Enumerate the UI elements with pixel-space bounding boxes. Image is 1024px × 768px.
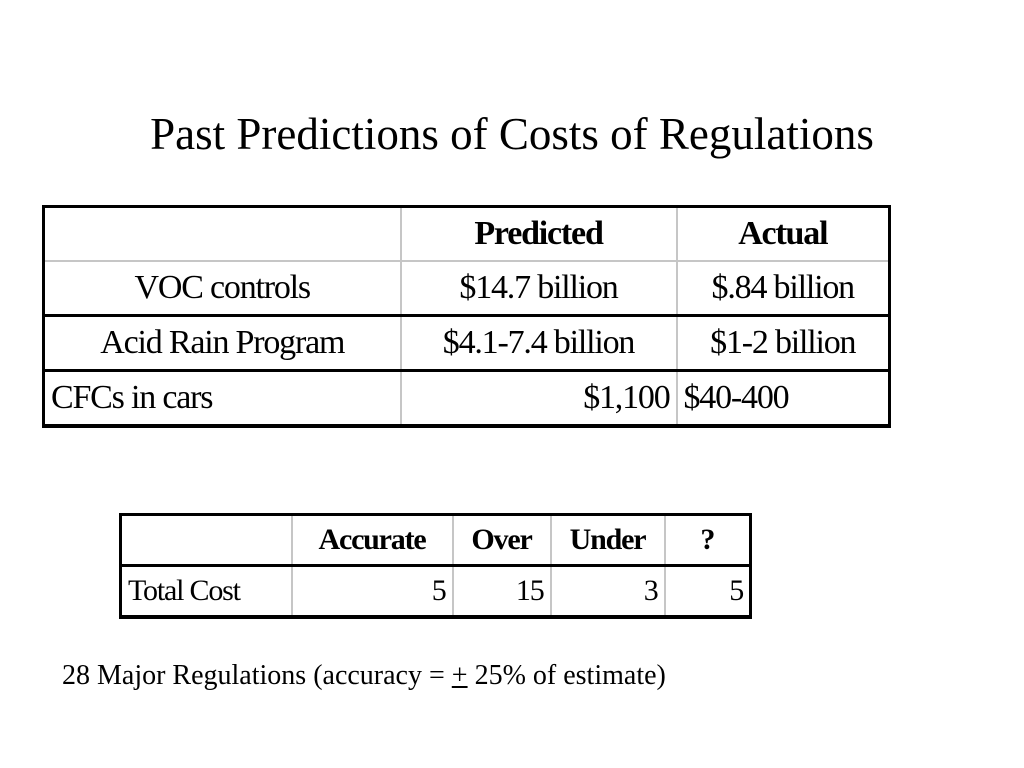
footnote: 28 Major Regulations (accuracy = + 25% o… — [62, 656, 666, 696]
table-row: Total Cost 5 15 3 5 — [119, 564, 752, 619]
header-actual: Actual — [675, 205, 891, 262]
predicted-value: $1,100 — [399, 369, 678, 428]
header-accurate: Accurate — [290, 513, 454, 567]
table-row: VOC controls $14.7 billion $.84 billion — [42, 260, 891, 317]
predicted-value: $14.7 billion — [399, 260, 678, 317]
accurate-count: 5 — [290, 564, 454, 619]
table-header-row: Predicted Actual — [42, 205, 891, 262]
unknown-count: 5 — [663, 564, 752, 619]
table-row: Acid Rain Program $4.1-7.4 billion $1-2 … — [42, 314, 891, 372]
row-label: CFCs in cars — [42, 369, 402, 428]
actual-value: $1-2 billion — [675, 314, 891, 372]
header-cell-empty — [42, 205, 402, 262]
actual-value: $40-400 — [675, 369, 891, 428]
footnote-text-end: 25% of estimate) — [467, 660, 666, 691]
predicted-value: $4.1-7.4 billion — [399, 314, 678, 372]
header-unknown: ? — [663, 513, 752, 567]
table-row: CFCs in cars $1,100 $40-400 — [42, 369, 891, 428]
plus-minus-symbol: + — [451, 660, 468, 691]
row-label: Acid Rain Program — [42, 314, 402, 372]
cost-predictions-table: Predicted Actual VOC controls $14.7 bill… — [42, 205, 891, 428]
row-label: VOC controls — [42, 260, 402, 317]
slide-title: Past Predictions of Costs of Regulations — [150, 109, 874, 159]
under-count: 3 — [549, 564, 666, 619]
header-under: Under — [549, 513, 666, 567]
header-predicted: Predicted — [399, 205, 678, 262]
header-cell-empty — [119, 513, 293, 567]
header-over: Over — [451, 513, 552, 567]
row-label: Total Cost — [119, 564, 293, 619]
accuracy-table: Accurate Over Under ? Total Cost 5 15 3 … — [119, 513, 752, 619]
over-count: 15 — [451, 564, 552, 619]
table-header-row: Accurate Over Under ? — [119, 513, 752, 567]
footnote-text-start: 28 Major Regulations (accuracy = — [62, 660, 452, 691]
actual-value: $.84 billion — [675, 260, 891, 317]
